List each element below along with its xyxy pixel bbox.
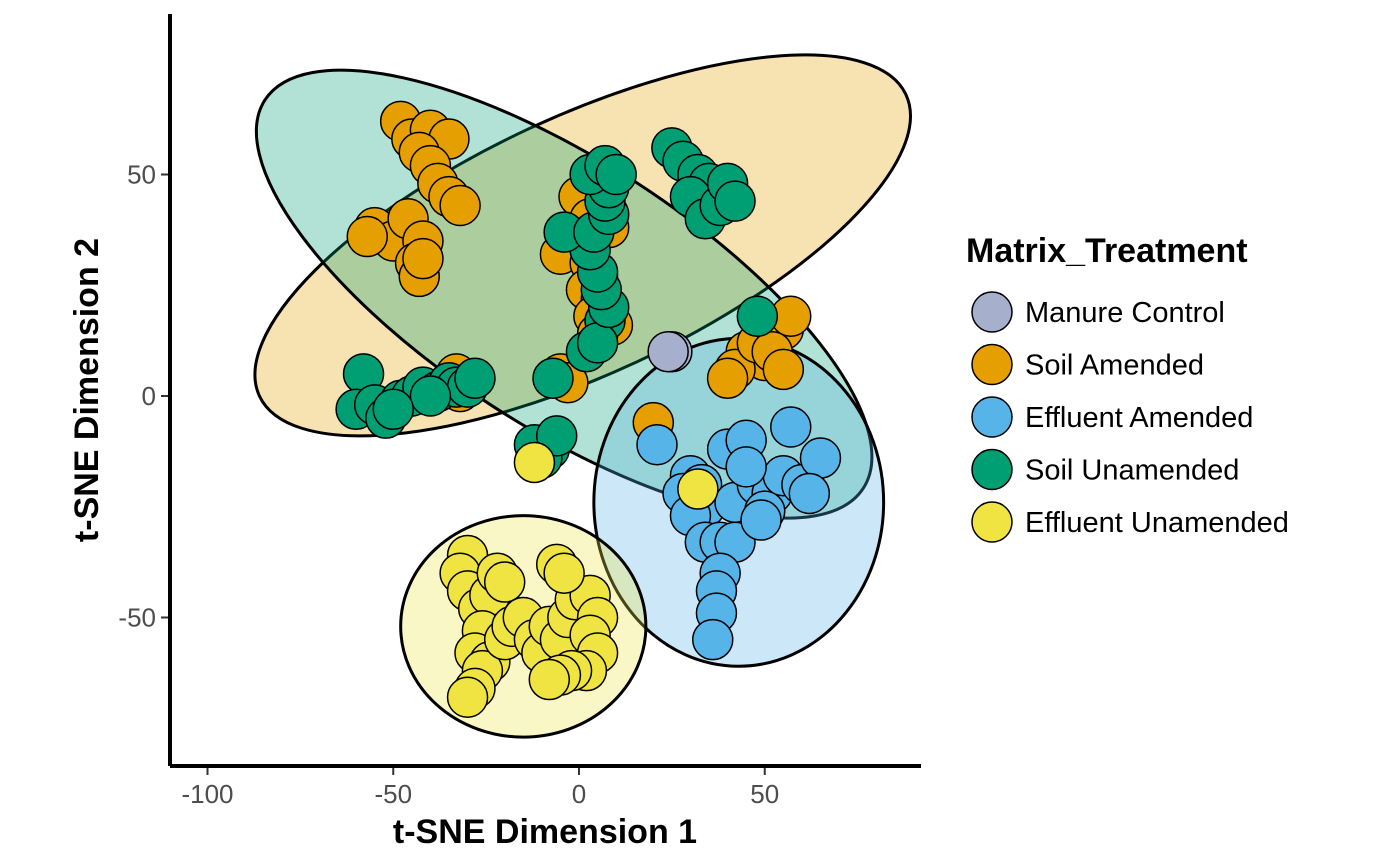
legend-key-soil-amended xyxy=(971,343,1013,386)
point-soil-unamended xyxy=(454,357,496,400)
point-soil-unamended xyxy=(532,357,574,400)
legend-label-manure-control: Manure Control xyxy=(1025,297,1225,329)
legend: Matrix_Treatment Manure Control Soil Amen… xyxy=(966,232,1289,543)
point-soil-amended xyxy=(402,237,444,280)
legend-title: Matrix_Treatment xyxy=(966,232,1248,270)
point-effluent-unamended xyxy=(528,658,571,701)
point-effluent-amended xyxy=(691,618,734,661)
y-tick-label: -50 xyxy=(118,603,156,633)
point-soil-unamended xyxy=(409,375,452,417)
legend-label-effluent-unamended: Effluent Unamended xyxy=(1025,507,1289,539)
point-manure-control xyxy=(647,330,689,373)
x-tick-label: -50 xyxy=(374,779,412,809)
legend-key-manure-control xyxy=(971,291,1013,333)
point-effluent-amended xyxy=(636,423,678,466)
point-effluent-amended xyxy=(740,499,782,541)
point-soil-unamended xyxy=(595,153,637,196)
legend-label-effluent-amended: Effluent Amended xyxy=(1025,402,1253,434)
legend-label-soil-unamended: Soil Unamended xyxy=(1025,455,1239,487)
point-effluent-unamended xyxy=(513,441,556,484)
legend-label-soil-amended: Soil Amended xyxy=(1025,350,1204,382)
y-tick-label: 0 xyxy=(142,381,156,411)
x-axis-title: t-SNE Dimension 1 xyxy=(393,813,697,851)
point-effluent-unamended xyxy=(543,552,585,594)
legend-key-effluent-unamended xyxy=(971,501,1013,543)
point-soil-amended xyxy=(346,215,388,258)
point-effluent-unamended xyxy=(677,468,719,510)
point-effluent-amended xyxy=(770,406,812,448)
x-tick-label: 0 xyxy=(572,779,586,809)
point-effluent-amended xyxy=(799,437,842,479)
y-axis-title: t-SNE Dimension 2 xyxy=(68,238,106,542)
point-effluent-amended xyxy=(725,446,767,488)
point-soil-unamended xyxy=(576,322,619,364)
point-soil-unamended xyxy=(372,388,414,431)
point-soil-amended xyxy=(706,357,749,400)
point-effluent-unamended xyxy=(446,676,489,718)
axis-ticks: -100 -50 0 50 50 0 -50 xyxy=(118,160,779,810)
point-effluent-unamended xyxy=(483,561,526,603)
legend-key-soil-unamended xyxy=(971,448,1013,491)
point-soil-amended xyxy=(439,184,481,227)
axes xyxy=(168,14,921,768)
point-soil-unamended xyxy=(714,180,756,222)
ellipse-soil-unamended xyxy=(254,68,874,520)
point-soil-unamended xyxy=(736,295,779,338)
y-tick-label: 50 xyxy=(127,160,156,190)
point-soil-amended xyxy=(762,348,805,391)
data-points xyxy=(335,100,842,718)
point-effluent-amended xyxy=(788,472,831,515)
x-tick-label: 50 xyxy=(750,779,779,809)
x-tick-label: -100 xyxy=(181,779,233,809)
legend-key-effluent-amended xyxy=(971,396,1013,438)
